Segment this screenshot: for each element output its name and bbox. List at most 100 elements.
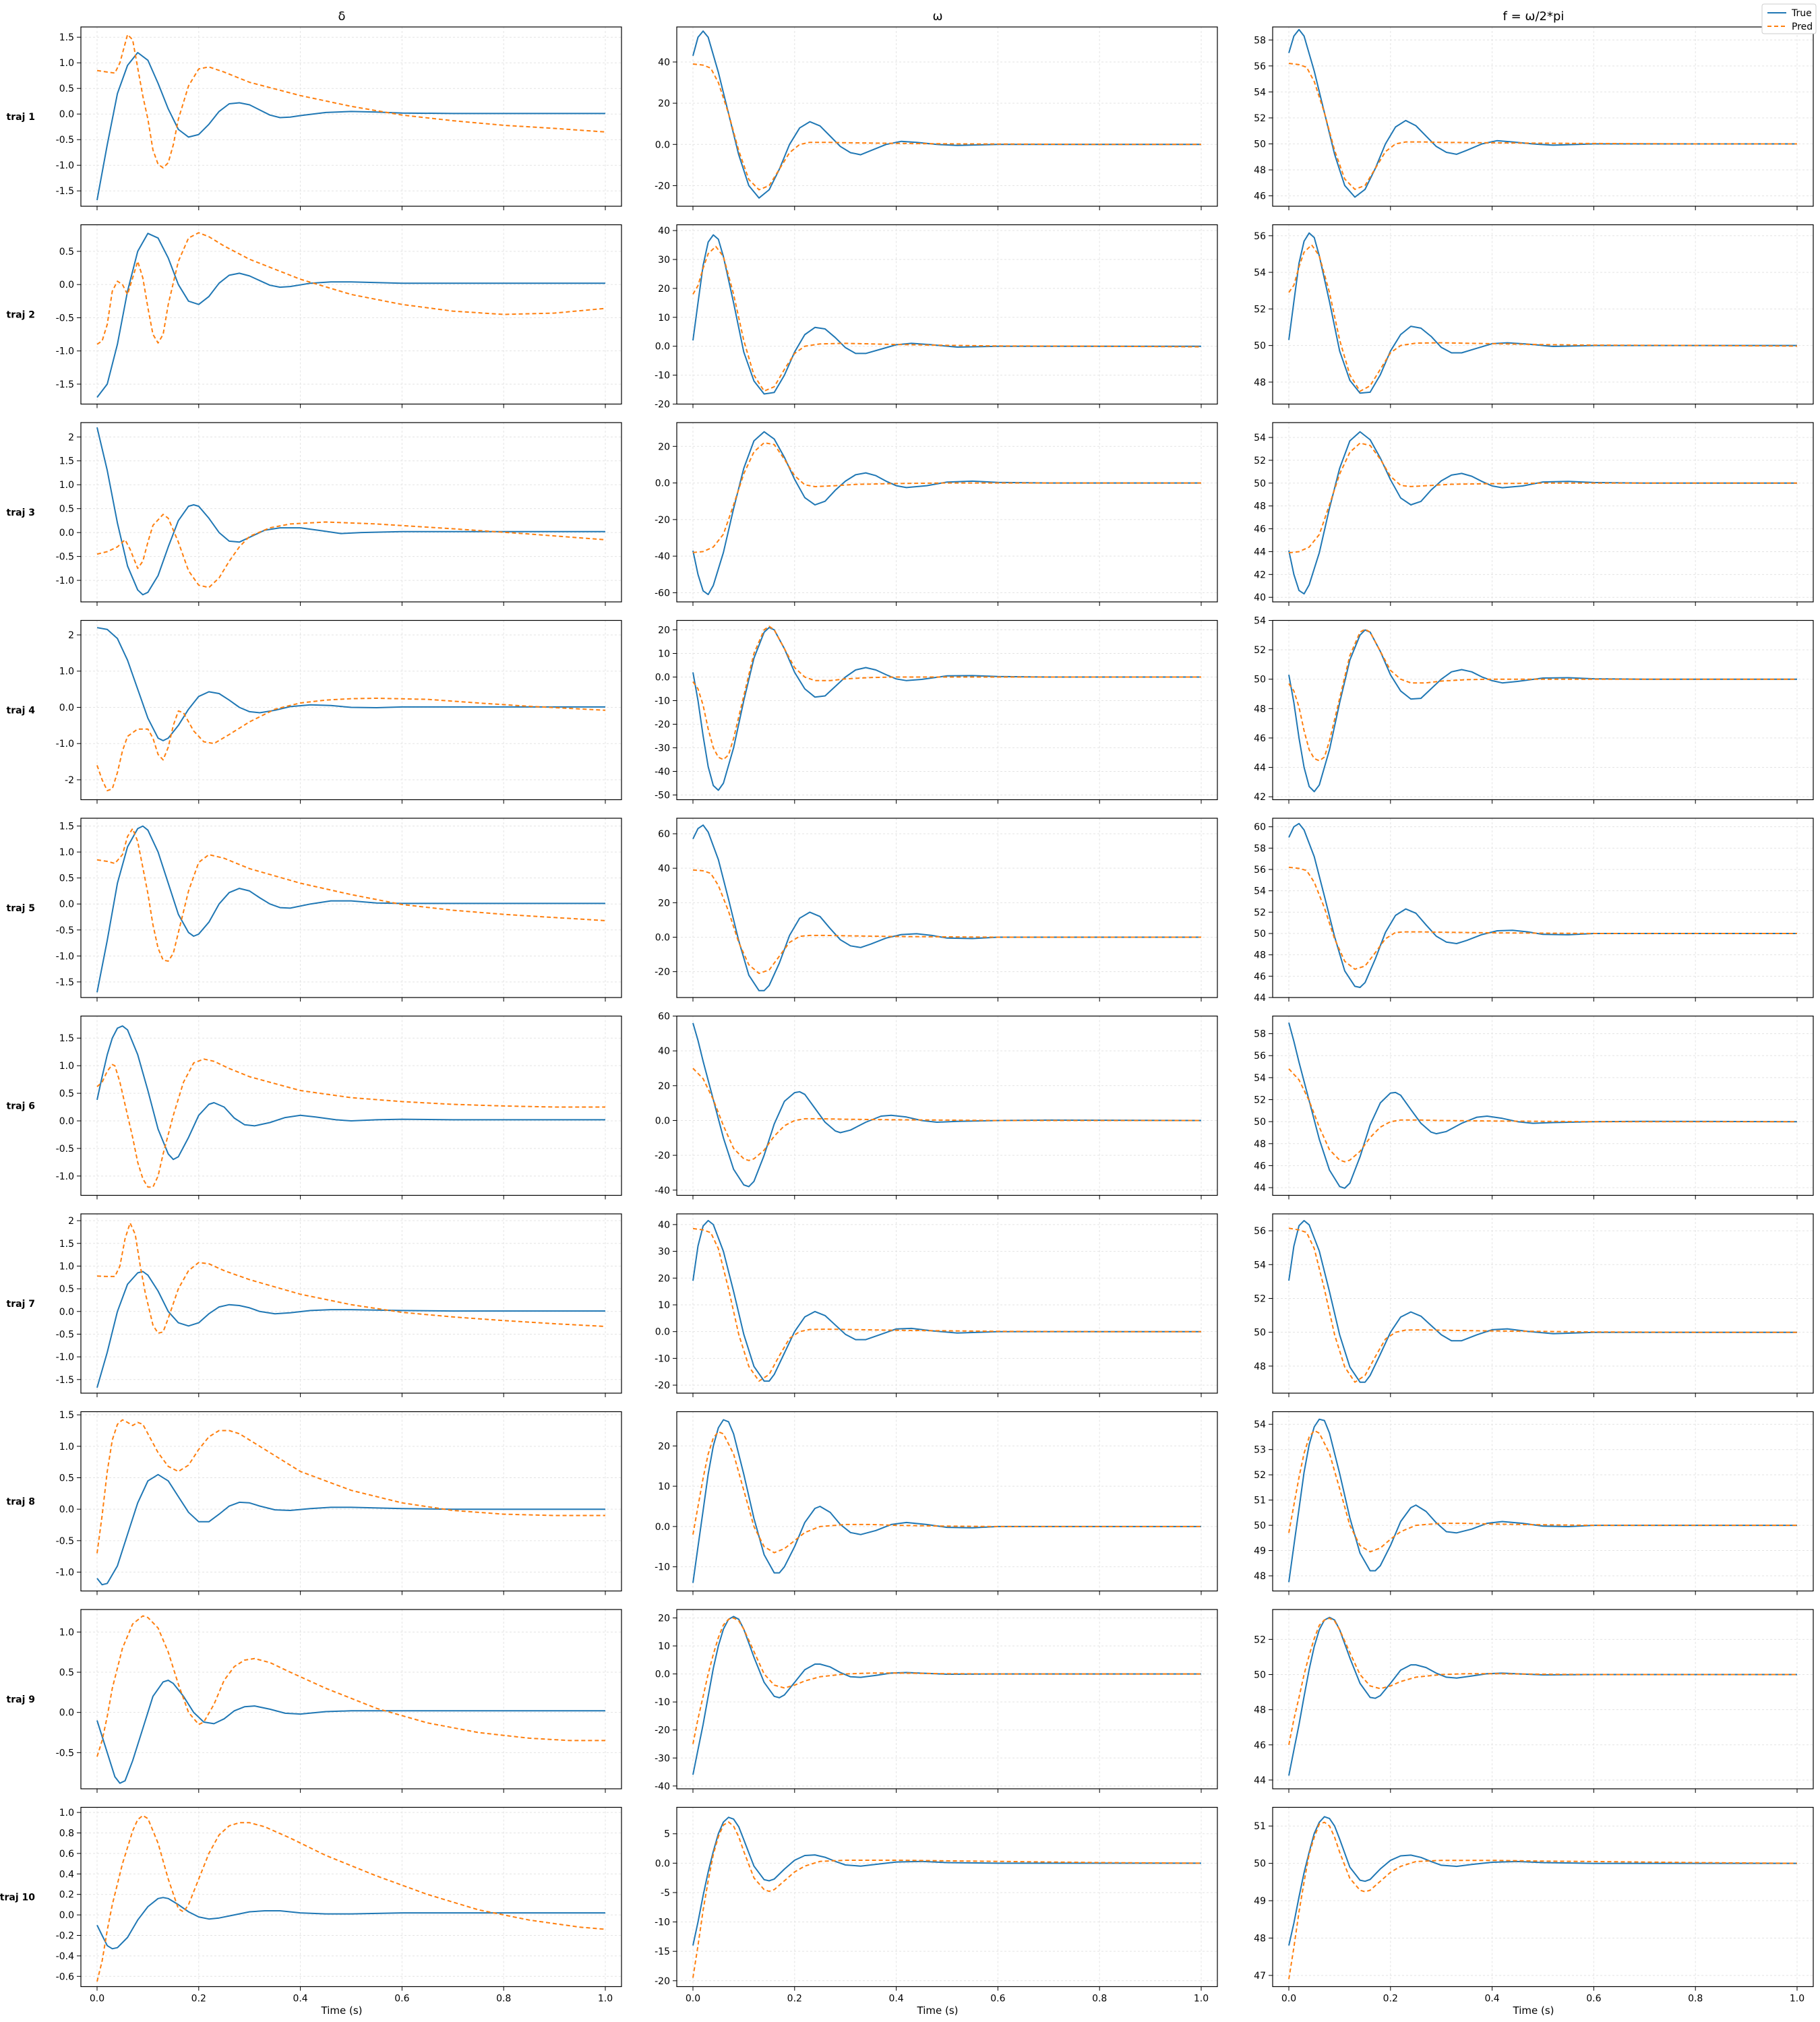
x-tick-label: 1.0 xyxy=(598,1994,613,2004)
axes-frame xyxy=(1272,1213,1814,1394)
y-tick-label: 10 xyxy=(658,1481,670,1492)
plot-area xyxy=(1273,1214,1813,1393)
series-pred-line xyxy=(1288,628,1797,762)
y-tick-label: -20 xyxy=(655,515,670,526)
y-tick-label: 1.0 xyxy=(59,1442,74,1452)
x-tick-label: 0.0 xyxy=(1281,1994,1296,2004)
x-tick-label: 0.2 xyxy=(1383,1994,1398,2004)
axes-frame xyxy=(1272,1411,1814,1592)
y-tick-label: 2 xyxy=(68,630,74,641)
y-tick-label: 52 xyxy=(1254,1293,1266,1304)
y-tick-label: 54 xyxy=(1254,433,1266,443)
axes-frame xyxy=(80,422,622,603)
plot-area xyxy=(1273,1016,1813,1196)
y-tick-label: 44 xyxy=(1254,1775,1266,1786)
y-tick-label: 20 xyxy=(658,1441,670,1452)
y-tick-label: 58 xyxy=(1254,843,1266,854)
y-tick-label: -1.0 xyxy=(56,1568,74,1579)
y-tick-label: 0.0 xyxy=(655,1858,670,1869)
y-tick-label: 44 xyxy=(1254,1183,1266,1194)
panel-r5-c3: 44 46 48 50 52 54 56 58 60 xyxy=(1254,818,1814,1004)
legend-true-label: True xyxy=(1791,8,1812,19)
series-pred-line xyxy=(96,1615,605,1757)
axes-frame xyxy=(80,1411,622,1592)
series-true-line xyxy=(692,1616,1201,1775)
plot-area xyxy=(677,1214,1217,1393)
y-tick-label: 54 xyxy=(1254,1419,1266,1430)
x-tick-label: 0.6 xyxy=(990,1994,1005,2004)
y-tick-label: -40 xyxy=(655,551,670,562)
y-tick-label: 54 xyxy=(1254,616,1266,627)
y-tick-label: -20 xyxy=(655,1380,670,1391)
plot-area xyxy=(1273,1610,1813,1789)
y-tick-label: 40 xyxy=(1254,592,1266,603)
series-true-line xyxy=(96,1680,605,1784)
axes-frame xyxy=(676,1213,1218,1394)
axes-frame xyxy=(80,1806,622,1988)
y-tick-label: -5 xyxy=(661,1888,670,1899)
y-tick-label: 0.0 xyxy=(59,1307,74,1318)
axes-frame xyxy=(676,224,1218,405)
series-true-line xyxy=(1288,822,1797,988)
panel-r1-c3: 46 48 50 52 54 56 58 xyxy=(1254,26,1814,210)
axes-frame xyxy=(676,619,1218,801)
series-pred-line xyxy=(1288,1068,1797,1163)
y-tick-label: -0.5 xyxy=(56,552,74,563)
y-tick-label: 10 xyxy=(658,1300,670,1311)
y-tick-label: 44 xyxy=(1254,547,1266,557)
y-tick-label: 20 xyxy=(658,1613,670,1624)
y-tick-label: 52 xyxy=(1254,304,1266,315)
series-pred-line xyxy=(692,1431,1201,1554)
y-tick-label: -0.5 xyxy=(56,1144,74,1155)
series-pred-line xyxy=(692,1227,1201,1382)
y-tick-label: -1.5 xyxy=(56,379,74,390)
axes-frame xyxy=(80,1609,622,1789)
y-tick-label: -40 xyxy=(655,1781,670,1792)
series-true-line xyxy=(1288,1220,1797,1383)
y-tick-label: 52 xyxy=(1254,456,1266,466)
x-tick-label: 0.4 xyxy=(888,1994,903,2004)
series-true-line xyxy=(96,1897,605,1950)
plot-area xyxy=(81,1411,621,1591)
y-tick-label: 54 xyxy=(1254,1073,1266,1084)
y-tick-label: 48 xyxy=(1254,1139,1266,1150)
plot-area xyxy=(81,818,621,998)
axes-frame xyxy=(676,1609,1218,1789)
y-tick-label: -20 xyxy=(655,181,670,191)
panel-r8-c2: -10 0.0 10 20 xyxy=(655,1411,1218,1595)
y-tick-label: 56 xyxy=(1254,1051,1266,1062)
series-true-line xyxy=(1288,1418,1797,1583)
panel-r4-c1: -2 -1.0 0.0 1.0 2 traj 4 xyxy=(7,619,622,804)
y-tick-label: 40 xyxy=(658,57,670,68)
panel-r8-c3: 48 49 50 51 52 53 54 xyxy=(1254,1411,1814,1595)
y-tick-label: 0.5 xyxy=(59,84,74,94)
y-tick-label: -1.5 xyxy=(56,1375,74,1386)
panel-r9-c3: 44 46 48 50 52 xyxy=(1254,1609,1814,1793)
y-tick-label: 0.0 xyxy=(655,140,670,150)
y-tick-label: 10 xyxy=(658,649,670,660)
y-tick-label: 54 xyxy=(1254,1260,1266,1270)
plot-area xyxy=(1273,27,1813,206)
y-tick-label: 20 xyxy=(658,284,670,295)
plot-area xyxy=(1273,1807,1813,1987)
series-true-line xyxy=(692,234,1201,395)
y-tick-label: 0.5 xyxy=(59,1284,74,1295)
panel-r10-c2: -20 -15 -10 -5 0.0 5 0.0 0.2 0.4 0.6 0.8 1.0 xyxy=(655,1806,1218,2004)
plot-area xyxy=(1273,1411,1813,1591)
axes-frame xyxy=(1272,1015,1814,1196)
y-tick-label: -10 xyxy=(655,371,670,381)
x-tick-label: 0.2 xyxy=(787,1994,802,2004)
y-tick-label: -1.0 xyxy=(56,576,74,586)
y-tick-label: 44 xyxy=(1254,993,1266,1004)
panel-r7-c1: -1.5 -1.0 -0.5 0.0 0.5 1.0 1.5 2 traj 7 xyxy=(7,1213,622,1397)
row-label: traj 3 xyxy=(7,508,35,518)
y-tick-label: -10 xyxy=(655,1562,670,1573)
plot-area xyxy=(1273,620,1813,800)
series-true-line xyxy=(1288,629,1797,793)
x-tick-label: 1.0 xyxy=(1194,1994,1209,2004)
x-tick-label: 0.2 xyxy=(191,1994,206,2004)
y-tick-label: 58 xyxy=(1254,35,1266,46)
y-tick-label: 1.5 xyxy=(59,1239,74,1250)
y-tick-label: -1.0 xyxy=(56,1352,74,1363)
y-tick-label: 51 xyxy=(1254,1821,1266,1832)
